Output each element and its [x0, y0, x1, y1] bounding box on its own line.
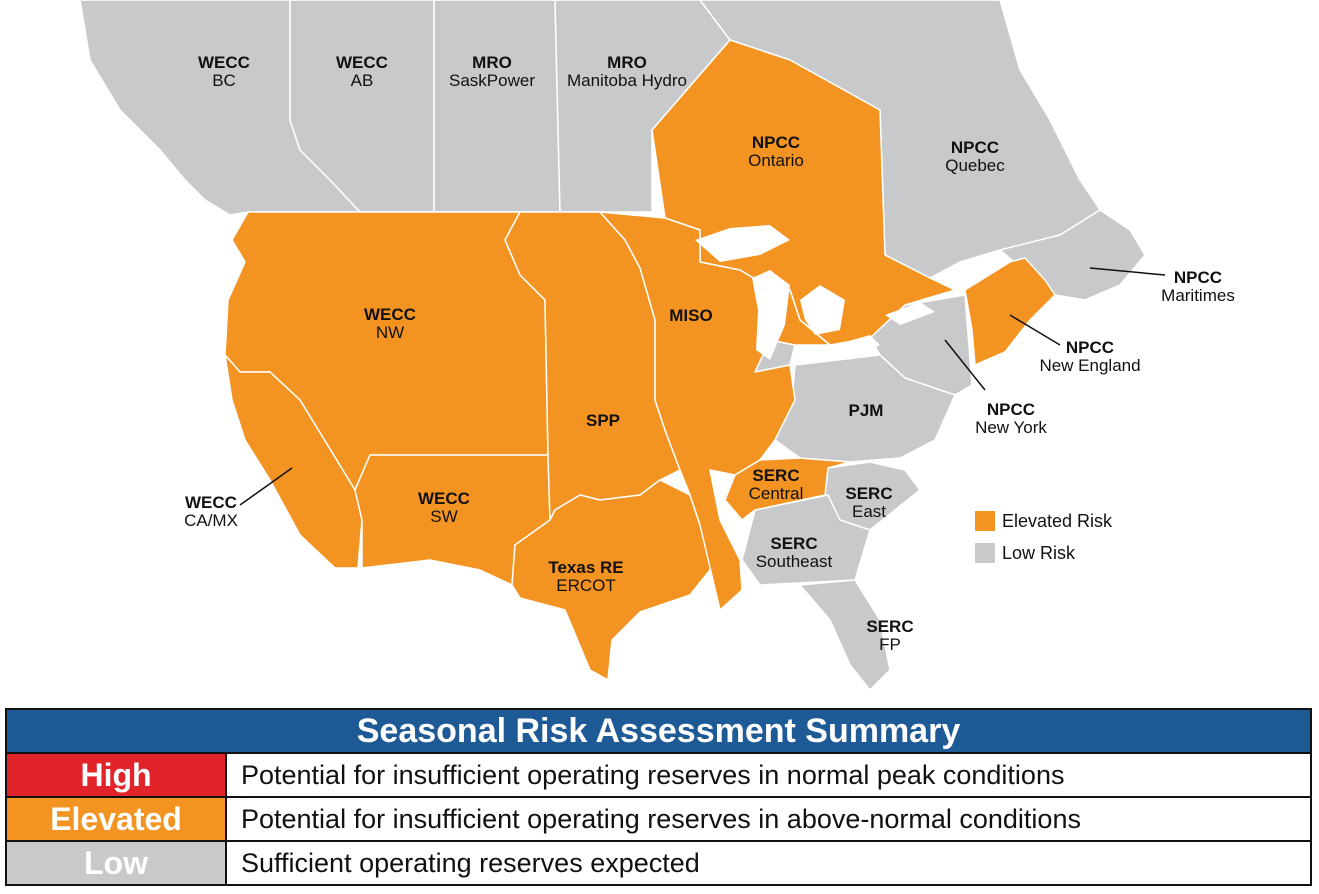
region-mro-sask [433, 0, 561, 213]
level-low-description: Sufficient operating reserves expected [241, 848, 700, 878]
region-label-mro-manitoba: MRO Manitoba Hydro [567, 53, 687, 90]
region-code-wecc-nw: WECC [364, 305, 416, 324]
region-name-serc-east: East [852, 502, 886, 521]
region-name-mro-sask: SaskPower [449, 71, 535, 90]
legend-swatch-low [975, 543, 995, 563]
level-elevated-label: Elevated [7, 798, 227, 840]
region-name-serc-fp: FP [879, 635, 901, 654]
region-code-miso: MISO [669, 306, 712, 325]
region-name-wecc-camx: CA/MX [184, 511, 238, 530]
region-code-npcc-quebec: NPCC [951, 138, 999, 157]
region-code-mro-manitoba: MRO [607, 53, 647, 72]
region-label-serc-southeast: SERC Southeast [756, 534, 833, 571]
region-code-serc-central: SERC [752, 466, 799, 485]
region-label-wecc-ab: WECC AB [336, 53, 388, 90]
region-name-mro-manitoba: Manitoba Hydro [567, 71, 687, 90]
risk-summary-table: Seasonal Risk Assessment Summary High Po… [5, 708, 1312, 886]
great-lakes [695, 225, 935, 360]
level-low-label: Low [7, 842, 227, 884]
region-npcc-newengland [964, 257, 1056, 366]
region-name-serc-central: Central [749, 484, 804, 503]
region-name-npcc-newengland: New England [1039, 356, 1140, 375]
region-name-wecc-sw: SW [430, 507, 457, 526]
region-code-texas-re: Texas RE [548, 558, 623, 577]
region-code-wecc-camx: WECC [185, 493, 237, 512]
region-code-mro-sask: MRO [472, 53, 512, 72]
region-wecc-camx [224, 354, 363, 569]
region-label-npcc-newengland: NPCC New England [1039, 338, 1140, 375]
region-name-npcc-newyork: New York [975, 418, 1047, 437]
summary-title: Seasonal Risk Assessment Summary [7, 710, 1310, 754]
region-name-wecc-bc: BC [212, 71, 236, 90]
region-texas-re [511, 479, 719, 681]
region-code-serc-east: SERC [845, 484, 892, 503]
region-name-wecc-ab: AB [351, 71, 374, 90]
region-label-miso: MISO [669, 306, 712, 325]
region-name-npcc-maritimes: Maritimes [1161, 286, 1235, 305]
region-serc-southeast [741, 494, 871, 586]
region-name-npcc-ontario: Ontario [748, 151, 804, 170]
level-high-description: Potential for insufficient operating res… [241, 760, 1065, 790]
leader-lines [239, 267, 1166, 506]
region-label-pjm: PJM [849, 401, 884, 420]
region-code-serc-fp: SERC [866, 617, 913, 636]
summary-row-elevated: Elevated Potential for insufficient oper… [7, 798, 1310, 842]
region-label-wecc-sw: WECC SW [418, 489, 470, 526]
region-code-npcc-newengland: NPCC [1066, 338, 1114, 357]
region-serc-central [724, 457, 851, 521]
legend-low-label: Low Risk [1002, 543, 1076, 563]
region-label-serc-fp: SERC FP [866, 617, 913, 654]
region-label-spp: SPP [586, 411, 620, 430]
region-label-wecc-camx: WECC CA/MX [184, 493, 238, 530]
region-code-npcc-maritimes: NPCC [1174, 268, 1222, 287]
level-high-label: High [7, 754, 227, 796]
legend-elevated-label: Elevated Risk [1002, 511, 1113, 531]
summary-row-high: High Potential for insufficient operatin… [7, 754, 1310, 798]
region-label-npcc-maritimes: NPCC Maritimes [1161, 268, 1235, 305]
region-code-wecc-ab: WECC [336, 53, 388, 72]
region-code-npcc-ontario: NPCC [752, 133, 800, 152]
region-label-npcc-ontario: NPCC Ontario [748, 133, 804, 170]
region-code-wecc-sw: WECC [418, 489, 470, 508]
region-name-serc-southeast: Southeast [756, 552, 833, 571]
region-label-texas-re: Texas RE ERCOT [548, 558, 623, 595]
region-code-npcc-newyork: NPCC [987, 400, 1035, 419]
region-label-npcc-quebec: NPCC Quebec [945, 138, 1005, 175]
region-name-npcc-quebec: Quebec [945, 156, 1005, 175]
region-label-mro-sask: MRO SaskPower [449, 53, 535, 90]
region-label-serc-central: SERC Central [749, 466, 804, 503]
region-label-wecc-nw: WECC NW [364, 305, 416, 342]
region-code-pjm: PJM [849, 401, 884, 420]
legend-swatch-elevated [975, 511, 995, 531]
region-label-npcc-newyork: NPCC New York [975, 400, 1047, 437]
region-name-wecc-nw: NW [376, 323, 404, 342]
region-code-wecc-bc: WECC [198, 53, 250, 72]
region-code-serc-southeast: SERC [770, 534, 817, 553]
region-label-wecc-bc: WECC BC [198, 53, 250, 90]
summary-row-low: Low Sufficient operating reserves expect… [7, 842, 1310, 884]
region-label-serc-east: SERC East [845, 484, 892, 521]
level-elevated-description: Potential for insufficient operating res… [241, 804, 1081, 834]
region-code-spp: SPP [586, 411, 620, 430]
region-serc-fp [799, 579, 891, 691]
region-name-texas-re: ERCOT [556, 576, 616, 595]
